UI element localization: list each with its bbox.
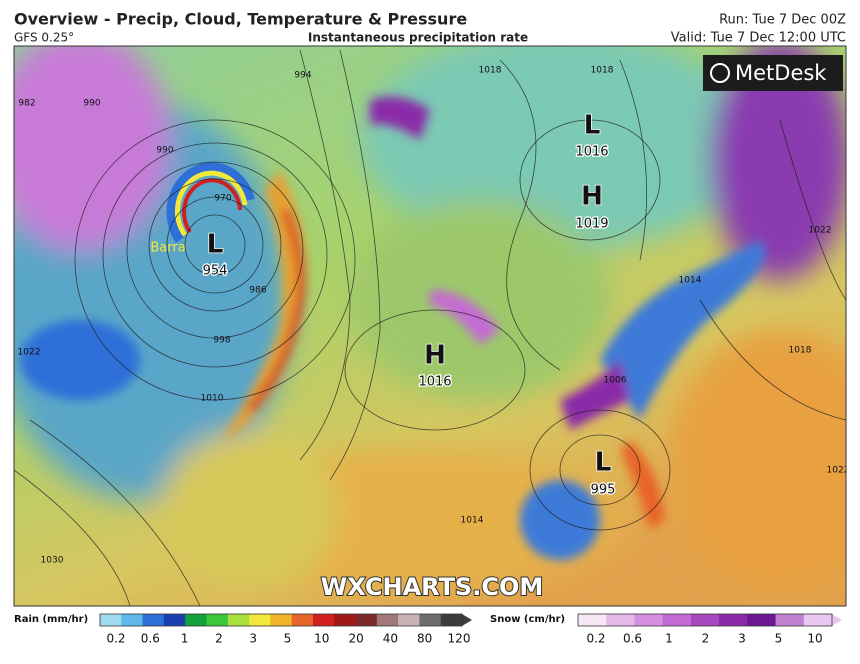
system-pressure: 1019 [575,217,608,232]
snow-tick-label: 3 [738,632,746,646]
title: Overview - Precip, Cloud, Temperature & … [14,10,467,29]
rain-color-swatch [249,614,271,626]
rain-color-swatch [291,614,314,626]
isobar-label: 990 [156,146,173,156]
snow-tick-label: 10 [807,632,822,646]
snow-bar-arrow [832,614,842,626]
rain-color-swatch [121,614,144,626]
rain-tick-label: 80 [417,632,432,646]
rain-bar-frame [99,613,463,627]
isobar-label: 1018 [591,66,614,76]
rain-tick-label: 2 [215,632,223,646]
isobar-label: 1018 [789,346,812,356]
snow-bar-frame [577,613,833,627]
rain-color-swatch [100,614,122,626]
logo: MetDesk [735,61,827,85]
snow-color-swatch [803,614,833,626]
rain-color-swatch [185,614,207,626]
isobar-label: 1022 [18,348,41,358]
rain-color-swatch [312,614,335,626]
rain-color-swatch [163,614,186,626]
isobar-label: 1010 [201,394,224,404]
snow-tick-label: 1 [665,632,673,646]
isobars [14,49,846,606]
rain-tick-label: 10 [314,632,329,646]
rain-tick-label: 20 [348,632,363,646]
snow-tick-label: 2 [702,632,710,646]
system-letter: L [595,448,612,478]
storm-name: Barra [150,241,185,256]
logo-icon [710,63,730,83]
logo-box [703,55,843,91]
snow-legend-title: Snow (cm/hr) [490,614,565,625]
system-letter: H [581,182,603,212]
map: 994 1018 1018 990 982 990 970 986 998 1010 1022 103… [14,46,850,606]
valid-time: Valid: Tue 7 Dec 12:00 UTC [671,31,846,46]
isobar-label: 970 [214,194,231,204]
rain-legend-title: Rain (mm/hr) [14,614,88,625]
pressure-centres: L 1016 H 1019 L 954 H 1016 L 995 Barra [150,110,616,499]
rain-tick-label: 0.2 [106,632,125,646]
snow-color-swatch [662,614,692,626]
rain-color-swatch [270,614,293,626]
rain-color-swatch [334,614,357,626]
snow-tick-label: 0.6 [623,632,642,646]
rain-tick-label: 5 [284,632,292,646]
isobar-label: 982 [18,99,35,109]
subtitle: Instantaneous precipitation rate [308,31,528,45]
rain-color-swatch [440,614,463,626]
rain-color-swatch [376,614,399,626]
system-letter: H [424,341,446,371]
map-frame [13,45,847,607]
snow-color-swatch [719,614,748,626]
storm-swirl [166,162,255,243]
isobar-label: 1014 [461,516,484,526]
system-pressure: 995 [591,483,616,498]
rain-tick-label: 1 [181,632,189,646]
isobar-label: 990 [83,99,100,109]
snow-color-swatch [775,614,805,626]
isobar-label: 998 [213,336,230,346]
rain-tick-label: 120 [448,632,471,646]
isobar-label: 1022 [809,226,832,236]
isobar-label: 1014 [679,276,702,286]
rain-color-swatch [227,614,250,626]
snow-color-swatch [747,614,777,626]
snow-color-swatch [606,614,635,626]
system-letter: L [584,111,601,141]
isobar-label: 1030 [41,556,64,566]
isobar-labels: 994 1018 1018 990 982 990 970 986 998 1010 1022 103… [18,66,850,566]
snow-color-swatch [578,614,607,626]
rain-bar-arrow [462,614,472,626]
isobar-label: 1006 [604,376,627,386]
rain-color-swatch [398,614,420,626]
snow-color-swatch [634,614,664,626]
isobar-label: 994 [294,71,311,81]
rain-color-swatch [419,614,442,626]
rain-tick-label: 0.6 [141,632,160,646]
system-pressure: 1016 [418,375,451,390]
snow-tick-label: 5 [775,632,783,646]
model: GFS 0.25° [14,31,74,45]
rain-color-swatch [355,614,378,626]
system-letter: L [207,230,224,260]
rain-color-swatch [206,614,229,626]
legend: Rain (mm/hr) Snow (cm/hr) 0.2 0.6 1 2 3 5 10 20… [14,613,842,646]
watermark: WXCHARTS.COM [321,573,543,601]
system-pressure: 1016 [575,145,608,160]
run-time: Run: Tue 7 Dec 00Z [719,13,846,28]
rain-tick-label: 40 [383,632,398,646]
rain-color-swatch [142,614,165,626]
rain-tick-label: 3 [249,632,257,646]
system-pressure: 954 [203,264,228,279]
isobar-label: 986 [249,286,266,296]
isobar-label: 1018 [479,66,502,76]
snow-color-swatch [690,614,720,626]
snow-tick-label: 0.2 [586,632,605,646]
isobar-label: 1022 [827,466,850,476]
